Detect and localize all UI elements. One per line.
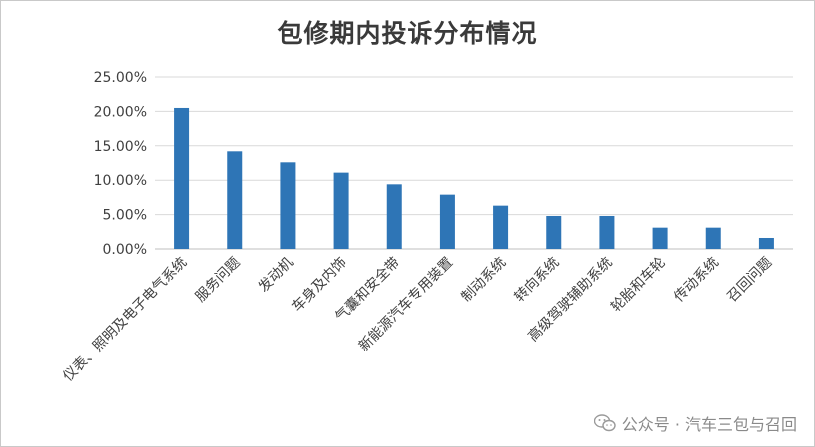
watermark: 公众号 · 汽车三包与召回 xyxy=(593,411,797,435)
bar xyxy=(705,227,721,249)
y-tick-label: 10.00% xyxy=(94,173,147,189)
bar xyxy=(599,215,615,249)
y-tick-label: 25.00% xyxy=(94,70,147,86)
bar xyxy=(386,184,402,249)
x-tick-label: 发动机 xyxy=(256,255,297,296)
bar xyxy=(333,172,349,249)
x-tick-label: 转向系统 xyxy=(512,255,563,306)
bar xyxy=(227,151,243,249)
bar xyxy=(758,237,774,249)
watermark-text: 公众号 · 汽车三包与召回 xyxy=(621,415,797,434)
x-tick-label: 轮胎和车轮 xyxy=(607,254,669,316)
x-tick-label: 传动系统 xyxy=(671,255,722,306)
chart-title: 包修期内投诉分布情况 xyxy=(277,19,538,48)
y-tick-label: 15.00% xyxy=(94,139,147,155)
x-tick-label: 仪表、照明及电子电气系统 xyxy=(60,255,190,385)
bar xyxy=(493,205,509,249)
x-tick-label: 制动系统 xyxy=(459,255,510,306)
x-tick-label: 召回问题 xyxy=(724,255,775,306)
y-tick-label: 0.00% xyxy=(103,242,147,258)
bar xyxy=(174,107,190,250)
wechat-icon xyxy=(593,414,616,432)
bar xyxy=(439,194,455,249)
y-tick-label: 5.00% xyxy=(103,208,147,224)
bar xyxy=(280,162,296,249)
bar xyxy=(546,215,562,249)
x-tick-label: 服务问题 xyxy=(193,255,244,306)
x-tick-label: 新能源汽车专用装置 xyxy=(355,254,456,355)
bar xyxy=(652,227,668,249)
y-tick-label: 20.00% xyxy=(94,104,147,120)
